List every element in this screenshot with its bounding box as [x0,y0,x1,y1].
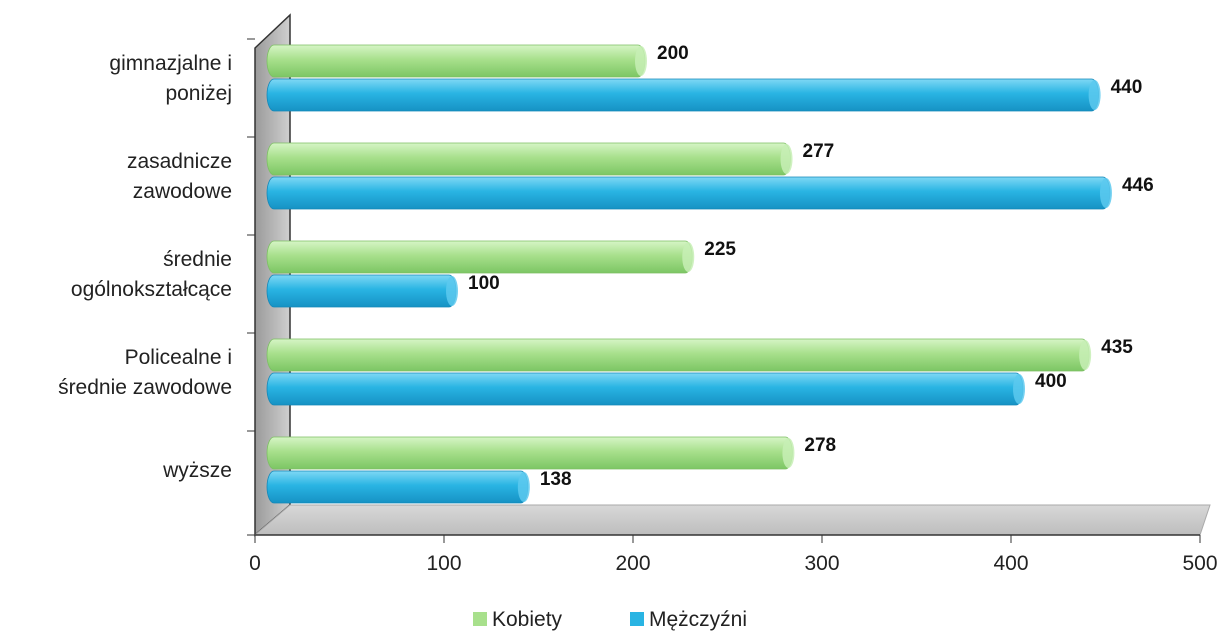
bar [266,274,458,308]
category-labels: gimnazjalne i poniżej zasadnicze zawodowe śr… [58,52,232,482]
data-label: 440 [1111,77,1143,98]
bar [266,436,795,470]
bar [266,338,1092,372]
data-label: 435 [1101,337,1133,358]
category-label: zasadnicze [127,150,232,173]
category-label: Policealne i [125,346,232,369]
legend-label-mezczyzni: Mężczyźni [649,608,747,631]
bar [266,240,695,274]
bar [266,470,530,504]
bar [266,78,1101,112]
bar [266,176,1112,210]
x-tick-label: 400 [993,552,1028,575]
x-tick-label: 200 [615,552,650,575]
legend: Kobiety Mężczyźni [473,608,747,631]
category-label: poniżej [165,82,232,105]
data-label: 138 [540,469,572,490]
data-label: 278 [804,435,836,456]
x-tick-label: 0 [249,552,261,575]
category-label: zawodowe [133,180,232,203]
x-tick-label: 500 [1182,552,1217,575]
bars-layer: 200 440 277 446 225 100 435 400 278 138 [247,38,1154,536]
category-label: średnie [163,248,232,271]
chart-floor [253,504,1211,536]
category-label: ogólnokształcące [71,278,232,301]
category-label: wyższe [162,459,232,482]
data-label: 277 [803,141,835,162]
data-label: 200 [657,43,689,64]
data-label: 100 [468,273,500,294]
legend-swatch-mezczyzni [630,612,644,626]
x-axis-ticks: 0 100 200 300 400 500 [249,535,1218,575]
bar [266,372,1025,406]
x-tick-label: 300 [804,552,839,575]
data-label: 225 [704,239,736,260]
category-label: gimnazjalne i [109,52,232,75]
category-label: średnie zawodowe [58,376,232,399]
legend-swatch-kobiety [473,612,487,626]
x-tick-label: 100 [426,552,461,575]
bar [266,44,647,78]
data-label: 400 [1035,371,1067,392]
bar [266,142,793,176]
data-label: 446 [1122,175,1154,196]
legend-label-kobiety: Kobiety [492,608,563,631]
